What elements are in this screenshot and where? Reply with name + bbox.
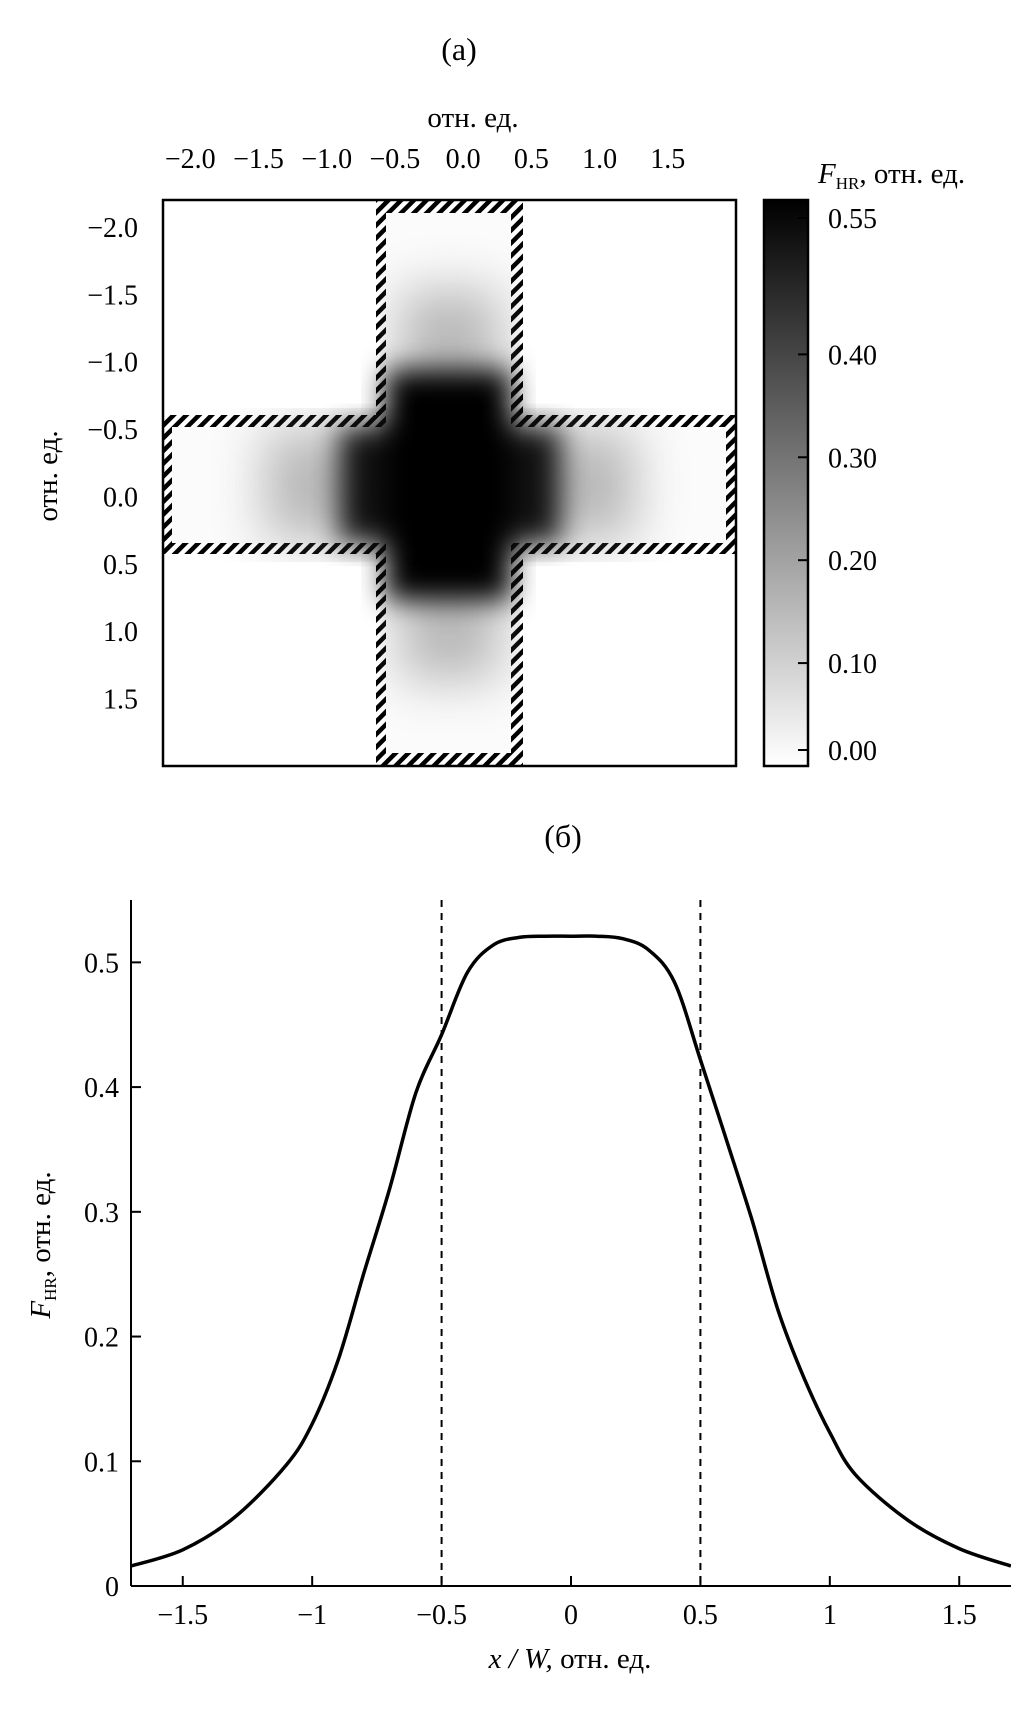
x-tick-label: −1.5 — [157, 1600, 208, 1631]
y-tick-label: 0.2 — [84, 1323, 119, 1354]
top-tick-label: −1.5 — [233, 144, 284, 175]
heatmap-frame — [161, 198, 738, 768]
left-tick-label: 1.0 — [103, 617, 138, 648]
panel-a: (a) отн. ед. −2.0 −1.5 −1.0 −0.5 0.0 0.5 1.0 1.… — [32, 31, 965, 768]
y-tick-label: 0.3 — [84, 1198, 119, 1229]
top-tick-labels: −2.0 −1.5 −1.0 −0.5 0.0 0.5 1.0 1.5 — [165, 144, 685, 175]
x-axis-label-main: x / W, — [488, 1643, 553, 1675]
y-axis-label-rest: , отн. ед. — [25, 1171, 57, 1277]
x-tick-label: −0.5 — [416, 1600, 467, 1631]
x-tick-label: 0 — [564, 1600, 578, 1631]
region-boundaries — [440, 900, 702, 1586]
left-tick-label: −1.5 — [87, 280, 138, 311]
x-tick-label: 0.5 — [683, 1600, 718, 1631]
top-tick-label: 0.0 — [446, 144, 481, 175]
top-tick-label: −2.0 — [165, 144, 216, 175]
y-tick-label: 0.5 — [84, 948, 119, 979]
colorbar-tick-label: 0.30 — [828, 443, 877, 474]
x-tick-label: 1 — [823, 1600, 837, 1631]
colorbar-gradient — [762, 198, 810, 768]
colorbar-tick-label: 0.00 — [828, 736, 877, 767]
intensity-field — [265, 290, 635, 680]
colorbar-label-sub: HR — [836, 174, 860, 193]
left-tick-label: −1.0 — [87, 348, 138, 379]
left-tick-label: 0.0 — [103, 482, 138, 513]
top-tick-label: −1.0 — [301, 144, 352, 175]
y-tick-label: 0 — [105, 1572, 119, 1603]
y-axis-label-main: F — [25, 1301, 57, 1320]
y-axis-label: FHR, отн. ед. — [25, 1171, 60, 1319]
colorbar-tick-label: 0.10 — [828, 649, 877, 680]
x-axis-label-rest: отн. ед. — [553, 1643, 652, 1675]
left-tick-label: −0.5 — [87, 415, 138, 446]
top-tick-label: 1.0 — [582, 144, 617, 175]
x-tick-label: 1.5 — [942, 1600, 977, 1631]
heatmap — [161, 198, 738, 768]
colorbar-label-main: F — [817, 158, 836, 190]
top-tick-label: −0.5 — [370, 144, 421, 175]
x-axis-label: x / W, отн. ед. — [488, 1643, 652, 1675]
colorbar-ticks: 0.00 0.10 0.20 0.30 0.40 0.55 — [798, 204, 877, 767]
colorbar: 0.00 0.10 0.20 0.30 0.40 0.55 FHR, отн. ед. — [762, 158, 965, 768]
axis-ticks: −1.5 −1 −0.5 0 0.5 1 1.5 0 0.1 0.2 0.3 0.4 0.5 — [84, 948, 977, 1631]
left-axis-label: отн. ед. — [32, 430, 64, 521]
left-tick-labels: −2.0 −1.5 −1.0 −0.5 0.0 0.5 1.0 1.5 — [87, 213, 138, 716]
panel-b: (б) −1.5 −1 −0.5 0 0.5 1 1.5 0 0.1 0.2 0.3 0.4 0.5 x… — [25, 818, 1011, 1675]
top-tick-label: 1.5 — [650, 144, 685, 175]
colorbar-tick-label: 0.20 — [828, 546, 877, 577]
panel-b-title: (б) — [544, 818, 582, 854]
top-axis-label: отн. ед. — [427, 102, 518, 134]
left-tick-label: 0.5 — [103, 550, 138, 581]
colorbar-label: FHR, отн. ед. — [817, 158, 965, 193]
y-tick-label: 0.1 — [84, 1447, 119, 1478]
left-tick-label: −2.0 — [87, 213, 138, 244]
panel-a-title: (a) — [441, 31, 477, 67]
colorbar-tick-label: 0.55 — [828, 204, 877, 235]
y-tick-label: 0.4 — [84, 1073, 119, 1104]
colorbar-label-rest: , отн. ед. — [859, 158, 965, 190]
series-line-F_HR — [131, 934, 1011, 1568]
x-tick-label: −1 — [297, 1600, 327, 1631]
left-tick-label: 1.5 — [103, 685, 138, 716]
colorbar-tick-label: 0.40 — [828, 340, 877, 371]
top-tick-label: 0.5 — [514, 144, 549, 175]
y-axis-label-sub: HR — [41, 1277, 60, 1301]
